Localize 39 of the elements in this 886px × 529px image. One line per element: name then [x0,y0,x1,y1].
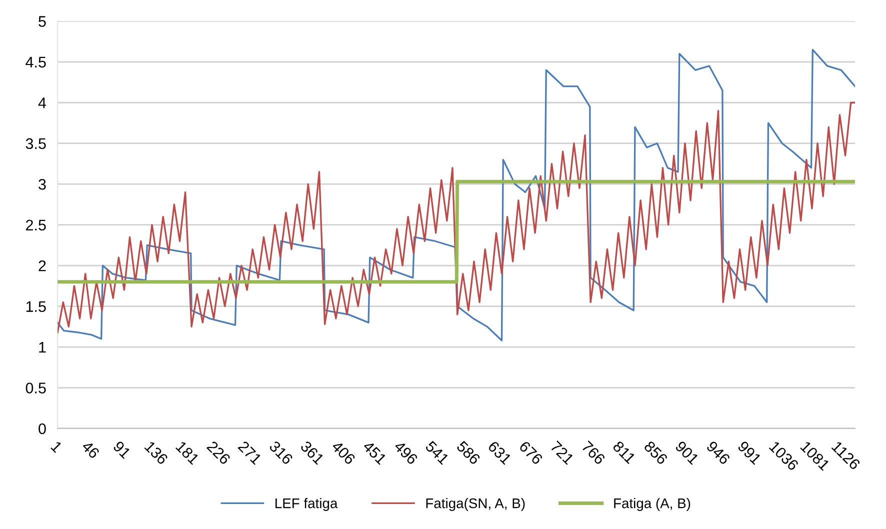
legend-label: Fatiga(SN, A, B) [426,498,525,511]
x-tick-label: 451 [362,440,387,466]
y-tick-label: 1 [39,342,46,353]
x-tick-label: 631 [487,440,512,466]
x-tick-label: 901 [674,440,700,466]
x-tick-label: 586 [456,440,481,466]
x-tick-label: 721 [550,440,574,465]
x-tick-label: 1 [50,440,63,453]
line-series [58,48,855,342]
x-tick-label: 541 [424,440,450,466]
y-tick-label: 5 [38,16,46,27]
x-tick-label: 811 [612,440,636,464]
x-tick-label: 271 [238,440,262,465]
x-tick-label: 361 [300,440,325,466]
x-tick-label: 181 [175,440,200,466]
x-tick-label: 91 [112,440,132,460]
y-tick-label: 3 [38,178,46,190]
y-tick-label: 1.5 [26,301,46,312]
x-tick-label: 226 [206,440,232,466]
x-tick-label: 316 [268,440,294,466]
y-tick-label: 2 [38,260,46,272]
x-tick-label: 946 [706,440,731,466]
x-tick-label: 676 [518,440,544,466]
y-tick-label: 0.5 [26,382,46,394]
y-tick-label: 3.5 [26,138,46,150]
x-tick-label: 766 [581,440,606,466]
legend-label: LEF fatiga [276,498,338,511]
line-series [58,102,855,334]
y-tick-label: 0 [38,423,46,434]
y-tick-label: 4.5 [26,56,46,68]
x-tick-label: 856 [643,440,668,466]
x-tick-label: 991 [737,440,762,466]
x-tick-label: 136 [144,440,169,466]
y-tick-label: 2.5 [26,220,46,231]
y-tick-label: 4 [38,98,46,108]
legend-label: Fatiga (A, B) [614,498,690,511]
x-tick-label: 406 [330,440,356,466]
x-tick-label: 496 [393,440,418,466]
x-tick-label: 46 [81,440,100,460]
